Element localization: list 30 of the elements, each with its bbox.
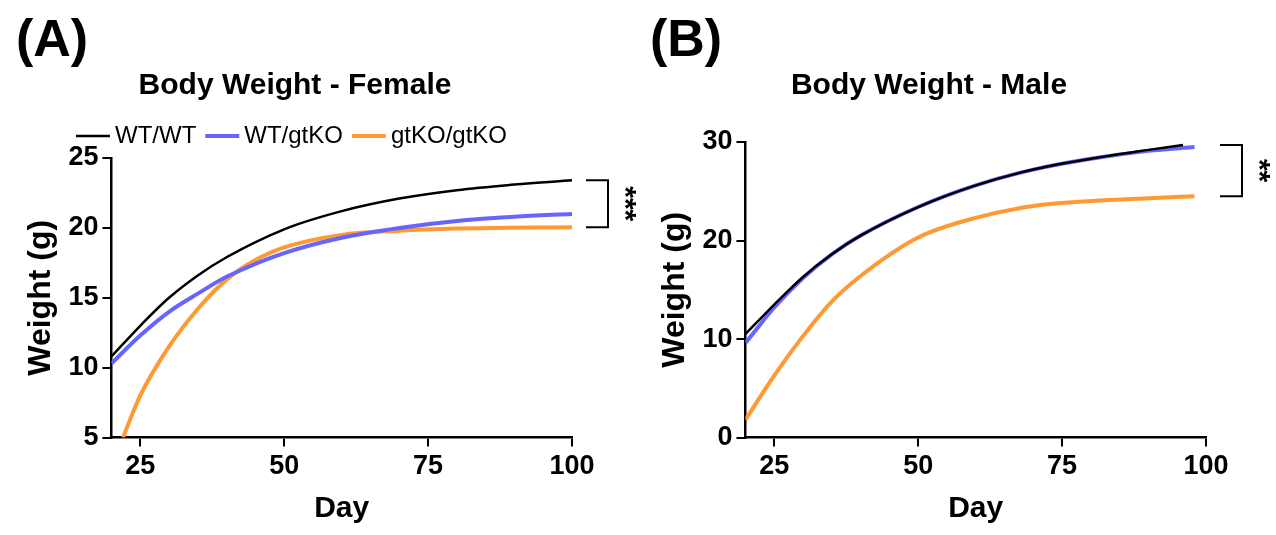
x-tick-label: 50 bbox=[903, 450, 934, 481]
legend-label: WT/WT bbox=[114, 120, 197, 148]
x-tick-label: 100 bbox=[1183, 450, 1229, 481]
y-tick-label: 25 bbox=[68, 141, 99, 172]
x-tick-label: 75 bbox=[1047, 450, 1078, 481]
x-tick-label: 50 bbox=[269, 450, 300, 481]
text: (B) bbox=[650, 8, 723, 68]
text: *** bbox=[609, 186, 643, 222]
x-tick-label: 75 bbox=[413, 450, 444, 481]
y-tick-label: 0 bbox=[717, 421, 733, 452]
x-axis-title: Day bbox=[948, 490, 1004, 524]
y-tick-label: 20 bbox=[702, 223, 733, 254]
text: (A) bbox=[16, 8, 89, 68]
y-tick-label: 30 bbox=[702, 125, 733, 156]
x-tick-label: 25 bbox=[125, 450, 156, 481]
y-tick-label: 20 bbox=[68, 211, 99, 242]
y-axis-title: Weight (g) bbox=[655, 211, 692, 368]
y-axis-title: Weight (g) bbox=[21, 219, 58, 376]
x-axis-title: Day bbox=[314, 490, 370, 524]
x-tick-label: 100 bbox=[549, 450, 595, 481]
legend-label: WT/gtKO bbox=[244, 120, 343, 148]
y-tick-label: 15 bbox=[68, 281, 99, 312]
text: ** bbox=[1243, 158, 1276, 183]
chart-title: Body Weight - Female bbox=[138, 67, 452, 101]
x-tick-label: 25 bbox=[759, 450, 790, 481]
legend-label: gtKO/gtKO bbox=[390, 120, 508, 148]
chart-title: Body Weight - Male bbox=[790, 67, 1068, 101]
y-tick-label: 10 bbox=[68, 351, 99, 382]
y-tick-label: 10 bbox=[702, 322, 733, 353]
y-tick-label: 5 bbox=[83, 421, 99, 452]
